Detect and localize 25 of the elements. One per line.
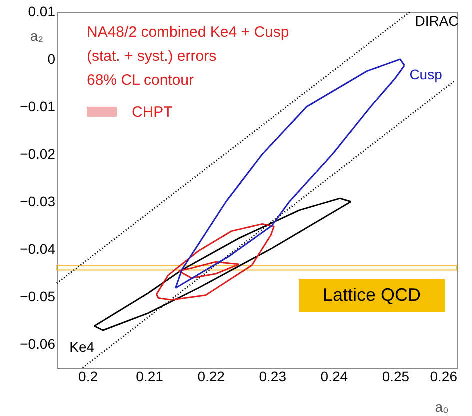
x-tick-label: 0.24: [320, 368, 348, 384]
y-tick-label: −0.03: [20, 193, 56, 210]
x-tick-label: 0.21: [136, 368, 164, 384]
legend-label: CHPT: [132, 104, 173, 121]
annotation: (stat. + syst.) errors: [87, 48, 217, 65]
x-tick-label: 0.22: [198, 368, 226, 384]
series-label: DIRAC: [415, 13, 459, 29]
y-tick-label: −0.05: [20, 288, 56, 304]
annotation: 68% CL contour: [87, 72, 194, 89]
x-tick-label: 0.25: [382, 368, 410, 384]
y-tick-label: −0.02: [20, 146, 56, 162]
series-label: Ke4: [70, 339, 95, 356]
x-tick-label: 0.26: [430, 368, 458, 384]
y-tick-label: −0.06: [20, 336, 56, 352]
x-tick-label: 0.23: [259, 368, 287, 384]
y-tick-label: 0.01: [28, 4, 56, 20]
series-label: Cusp: [410, 66, 443, 83]
annotation: Lattice QCD: [322, 285, 422, 305]
y-tick-label: −0.04: [20, 240, 56, 257]
x-tick-label: 0.2: [78, 368, 98, 384]
y-axis-title: a₂: [30, 28, 44, 44]
y-tick-label: −0.01: [20, 98, 56, 114]
x-axis-title: a₀: [435, 399, 449, 415]
annotation: NA48/2 combined Ke4 + Cusp: [87, 24, 290, 41]
y-tick-label: 0: [48, 50, 56, 67]
